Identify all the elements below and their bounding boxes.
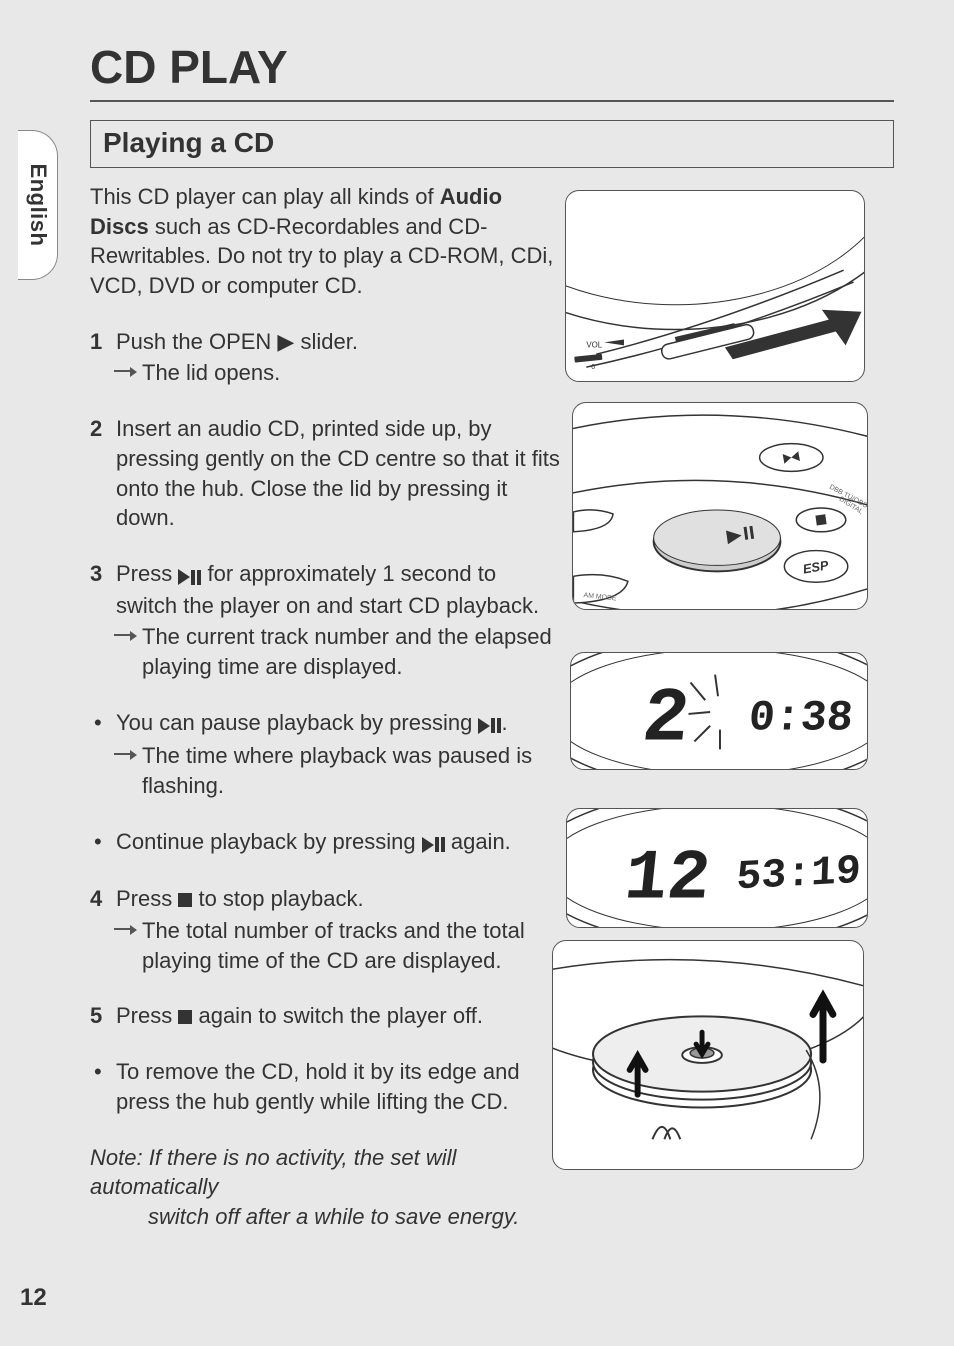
play-arrow-icon: ▶ — [277, 329, 294, 354]
step-4-sub: The total number of tracks and the total… — [116, 916, 560, 975]
step-4-text-pre: Press — [116, 886, 178, 911]
bullet-pause: You can pause playback by pressing . The… — [90, 708, 560, 801]
lcd-time: 0:38 — [747, 695, 855, 744]
step-5-text-pre: Press — [116, 1003, 178, 1028]
intro-paragraph: This CD player can play all kinds of Aud… — [90, 182, 560, 301]
step-1-text-post: slider. — [294, 329, 358, 354]
step-1-sub: The lid opens. — [116, 358, 560, 388]
step-2-text: Insert an audio CD, printed side up, by … — [116, 416, 560, 530]
vol-label: VOL — [586, 340, 602, 349]
play-pause-icon — [422, 829, 445, 859]
step-1: 1 Push the OPEN ▶ slider. The lid opens. — [90, 327, 560, 388]
page: English CD PLAY Playing a CD This CD pla… — [0, 0, 954, 1346]
note-label: Note: — [90, 1145, 149, 1170]
step-number: 3 — [90, 559, 102, 589]
intro-pre: This CD player can play all kinds of — [90, 184, 440, 209]
bullet-pause-post: . — [501, 710, 507, 735]
bullet-continue-pre: Continue playback by pressing — [116, 829, 422, 854]
step-2: 2 Insert an audio CD, printed side up, b… — [90, 414, 560, 533]
bullet-continue: Continue playback by pressing again. — [90, 827, 560, 859]
svg-text:0: 0 — [591, 364, 595, 371]
step-4: 4 Press to stop playback. The total numb… — [90, 884, 560, 975]
bullet-remove-cd: To remove the CD, hold it by its edge an… — [90, 1057, 560, 1116]
step-1-text-pre: Push the OPEN — [116, 329, 277, 354]
note: Note: If there is no activity, the set w… — [90, 1143, 560, 1232]
step-5-text-post: again to switch the player off. — [192, 1003, 483, 1028]
figure-player-controls: ESP AM MODE DBB TU/OBO DIGITAL — [572, 402, 868, 610]
language-tab: English — [18, 130, 58, 280]
bullet-continue-post: again. — [445, 829, 511, 854]
bullet-remove-text: To remove the CD, hold it by its edge an… — [116, 1059, 520, 1114]
step-number: 1 — [90, 327, 102, 357]
figure-remove-cd — [552, 940, 864, 1170]
lcd-track: 2 — [638, 677, 693, 764]
figure-open-slider: VOL 0 — [565, 190, 865, 382]
note-line2: switch off after a while to save energy. — [90, 1202, 560, 1232]
step-3: 3 Press for approximately 1 second to sw… — [90, 559, 560, 682]
page-number: 12 — [20, 1284, 47, 1312]
figure-lcd-track-time: 2 0:38 — [570, 652, 868, 770]
intro-post: such as CD-Recordables and CD-Rewritable… — [90, 214, 553, 298]
play-pause-icon — [178, 561, 201, 591]
step-4-text-post: to stop playback. — [192, 886, 363, 911]
step-3-text-pre: Press — [116, 561, 178, 586]
stop-icon — [178, 893, 192, 907]
figure-lcd-total: 12 53:19 — [566, 808, 868, 928]
lcd-total-tracks: 12 — [621, 840, 714, 920]
step-number: 5 — [90, 1001, 102, 1031]
text-column: This CD player can play all kinds of Aud… — [90, 182, 560, 1232]
step-number: 4 — [90, 884, 102, 914]
bullet-pause-pre: You can pause playback by pressing — [116, 710, 478, 735]
step-number: 2 — [90, 414, 102, 444]
language-label: English — [25, 164, 51, 247]
stop-icon — [178, 1010, 192, 1024]
page-title: CD PLAY — [90, 40, 894, 102]
step-3-sub: The current track number and the elapsed… — [116, 622, 560, 681]
bullet-pause-sub: The time where playback was paused is fl… — [116, 741, 560, 800]
step-5: 5 Press again to switch the player off. — [90, 1001, 560, 1031]
section-heading: Playing a CD — [90, 120, 894, 168]
lcd-total-time: 53:19 — [736, 849, 862, 901]
play-pause-icon — [478, 710, 501, 740]
